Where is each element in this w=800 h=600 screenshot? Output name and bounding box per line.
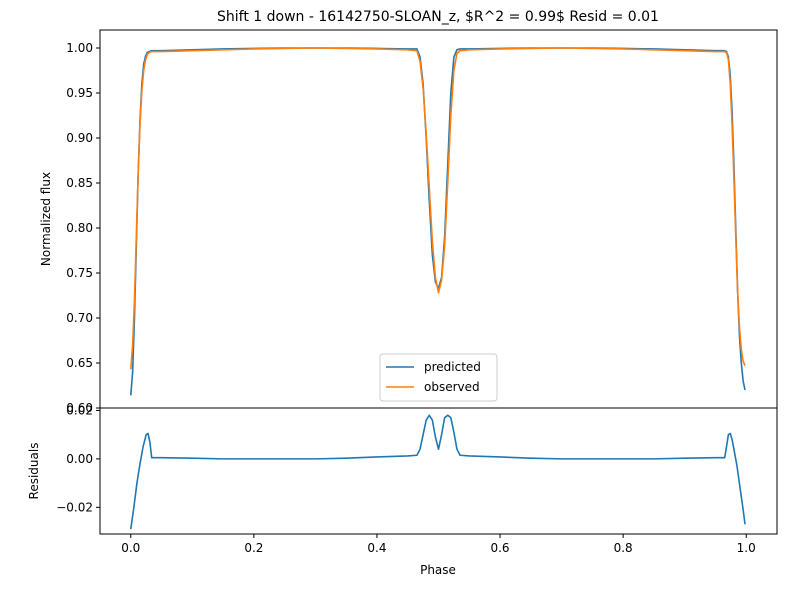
residuals-xtick-label: 0.0 [121,541,140,555]
residuals-xtick-label: 0.2 [244,541,263,555]
flux-series-observed [129,47,746,370]
flux-ytick-label: 1.00 [66,41,93,55]
flux-ytick-label: 0.85 [66,176,93,190]
flux-ytick-label: 0.70 [66,311,93,325]
flux-ytick-label: 0.75 [66,266,93,280]
flux-y-axis-label: Normalized flux [39,172,53,266]
residuals-y-axis-label: Residuals [27,443,41,500]
legend-box [379,353,498,402]
residuals-xtick-label: 0.8 [614,541,633,555]
residuals-xtick-label: 0.6 [490,541,509,555]
flux-ytick-label: 0.90 [66,131,93,145]
flux-panel: 0.60 0.65 0.70 0.75 0.80 0.85 0.90 0.95 1.00 Nor… [39,29,778,415]
residuals-ytick-label: 0.00 [66,452,93,466]
flux-ytick-label: 0.80 [66,221,93,235]
phase-x-axis-label: Phase [420,563,456,577]
legend-label-observed: observed [424,380,480,394]
residuals-ytick-label: −0.02 [56,500,93,514]
residuals-ytick-label: 0.02 [66,403,93,417]
legend: predicted observed [379,353,498,402]
residuals-xtick-label: 1.0 [737,541,756,555]
residuals-panel-frame [99,407,778,535]
flux-ytick-label: 0.95 [66,86,93,100]
residuals-series-residuals [129,414,746,530]
flux-ytick-label: 0.60 [66,401,93,415]
chart-title: Shift 1 down - 16142750-SLOAN_z, $R^2 = … [217,9,659,25]
residuals-panel: −0.02 0.00 0.02 0.0 0.2 0.4 0.6 0.8 1.0 Residua… [27,403,778,577]
flux-ytick-label: 0.65 [66,356,93,370]
legend-label-predicted: predicted [424,360,481,374]
residuals-xtick-label: 0.4 [367,541,386,555]
